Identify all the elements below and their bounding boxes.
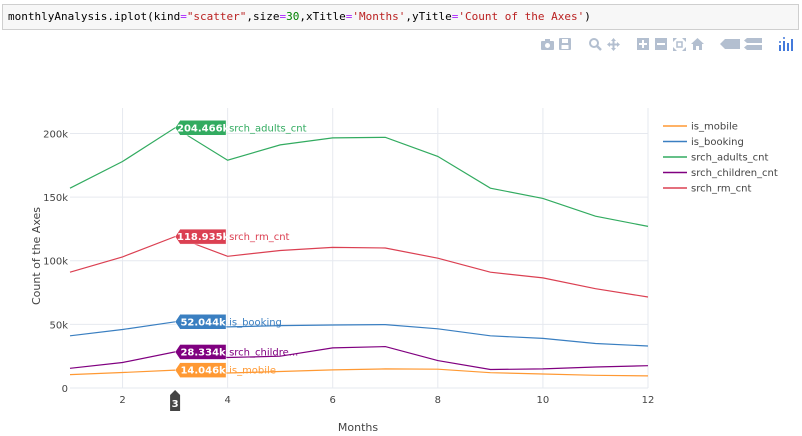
legend-item-srch-rm-cnt[interactable]: srch_rm_cnt [663,184,751,195]
legend-label: is_booking [691,137,744,148]
hover-label-box [174,228,227,245]
legend-label: srch_adults_cnt [691,153,768,164]
hover-label-srch-adults-cnt: 204.466k srch_adults_cnt [174,120,307,136]
modebar [540,36,796,52]
code-text-arg: ,xTitle [299,10,346,23]
hover-x-label-box [170,390,181,411]
code-text-number: 30 [286,10,300,23]
camera-icon[interactable] [540,37,554,51]
legend-item-is-booking[interactable]: is_booking [663,137,744,148]
y-tick-label: 100k [43,257,68,268]
hover-label-name: srch_childre... [229,347,298,358]
hover-label-box [174,344,227,360]
hover-label-box [174,120,227,136]
spike-lines-icon[interactable] [720,37,740,51]
gridlines [70,108,649,389]
x-tick-label: 10 [537,395,550,406]
series-line-is-mobile [69,368,649,377]
x-tick-label: 12 [642,395,655,406]
legend-label: is_mobile [691,122,738,133]
reset-axes-icon[interactable] [690,37,704,51]
pan-icon[interactable] [606,37,620,51]
hover-label-value: 52.044k [180,317,226,328]
code-text-string: "scatter" [186,10,247,23]
code-text-arg: ,size [246,10,280,23]
code-text-close: ) [584,10,591,23]
y-axis-title: Count of the Axes [30,207,43,305]
hover-label-box [174,362,227,378]
hover-label-value: 118.935k [177,232,230,243]
legend-item-srch-children-cnt[interactable]: srch_children_cnt [663,168,778,179]
hover-label-name: srch_rm_cnt [229,232,289,243]
legend-item-is-mobile[interactable]: is_mobile [663,122,738,133]
plotly-logo-icon[interactable] [778,37,796,51]
code-text-string: 'Months' [352,10,406,23]
x-tick-label: 6 [330,395,336,406]
hover-label-name: is_booking [229,317,282,328]
autoscale-icon[interactable] [672,37,686,51]
compare-hover-icon[interactable] [744,37,762,51]
x-tick-label: 4 [224,395,230,406]
save-icon[interactable] [558,37,572,51]
hover-label-name: is_mobile [229,366,276,377]
y-tick-label: 150k [43,193,68,204]
hover-label-is-mobile: 14.046k is_mobile [174,362,276,378]
series-lines [69,127,649,377]
series-line-is-booking [69,321,649,347]
legend-label: srch_rm_cnt [691,184,751,195]
hover-label-name: srch_adults_cnt [229,123,306,134]
y-axis-ticks: 0 50k 100k 150k 200k [43,129,68,395]
series-line-srch-children-cnt [69,345,649,371]
hover-label-srch-rm-cnt: 118.935k srch_rm_cnt [174,228,290,245]
series-line-srch-adults-cnt [69,127,649,227]
x-tick-label: 2 [119,395,125,406]
code-cell[interactable]: monthlyAnalysis.iplot(kind="scatter",siz… [2,4,799,30]
zoom-icon[interactable] [588,37,602,51]
hover-label-is-booking: 52.044k is_booking [174,314,282,330]
hover-x-label: 3 [170,390,181,411]
hover-label-value: 204.466k [177,123,230,134]
zoom-out-icon[interactable] [654,37,668,51]
code-text-op: = [451,10,459,23]
hover-label-box [174,314,227,330]
zoom-in-icon[interactable] [636,37,650,51]
hover-x-label-value: 3 [172,399,179,410]
legend-label: srch_children_cnt [691,168,778,179]
x-axis-title: Months [338,421,378,434]
code-text-arg: ,yTitle [405,10,452,23]
hover-label-value: 14.046k [180,366,226,377]
code-text-op: = [279,10,287,23]
x-tick-label: 8 [435,395,441,406]
y-tick-label: 0 [62,384,68,395]
y-tick-label: 200k [43,129,68,140]
code-text-string: 'Count of the Axes' [458,10,585,23]
series-line-srch-rm-cnt [69,235,649,298]
code-text-call: monthlyAnalysis.iplot(kind [8,10,181,23]
hover-labels: 204.466k srch_adults_cnt 118.935k srch_rm_c… [170,120,307,411]
hover-label-value: 28.334k [180,347,226,358]
code-text-op: = [345,10,353,23]
legend[interactable]: is_mobile is_booking srch_adults_cnt srch_c… [663,122,778,195]
hover-label-srch-children-cnt: 28.334k srch_childre... [174,344,298,360]
y-tick-label: 50k [49,320,68,331]
x-axis-ticks: 2 4 6 8 10 12 [119,395,654,406]
code-text-op: = [180,10,187,23]
legend-item-srch-adults-cnt[interactable]: srch_adults_cnt [663,153,768,164]
